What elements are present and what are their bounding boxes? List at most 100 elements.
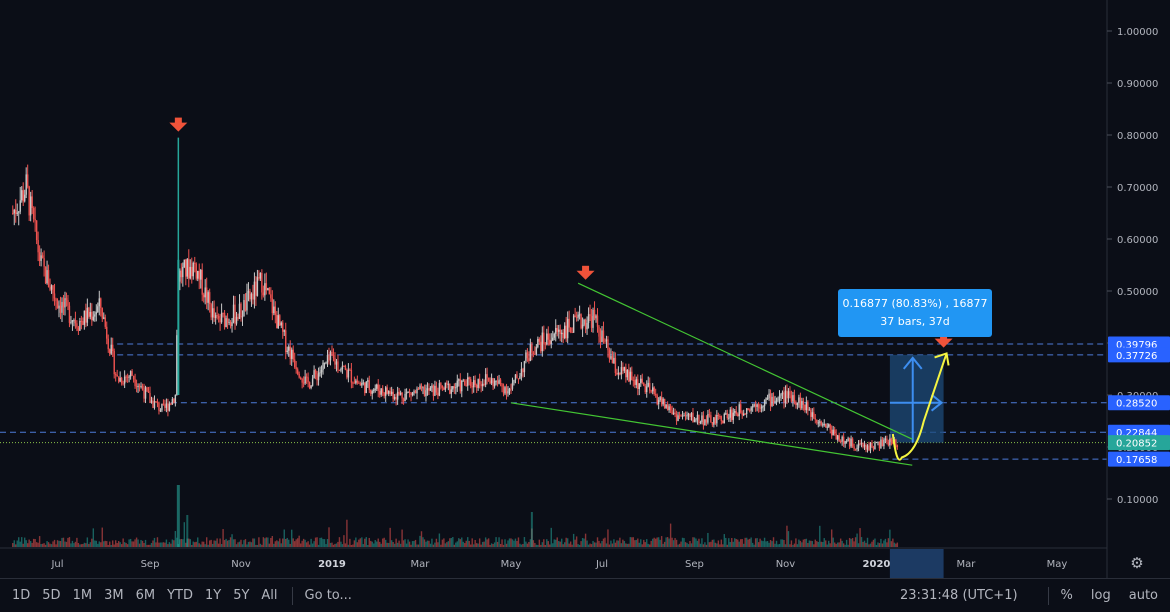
timeframe-1d[interactable]: 1D xyxy=(12,588,31,603)
volume-bar xyxy=(847,544,849,547)
timeframe-3m[interactable]: 3M xyxy=(104,588,124,603)
volume-bar xyxy=(56,540,59,547)
volume-bar xyxy=(214,540,217,547)
volume-bar xyxy=(711,539,714,547)
candle-body xyxy=(807,401,809,411)
candle-body xyxy=(816,419,818,423)
volume-bar xyxy=(768,542,770,547)
volume-bar xyxy=(502,544,505,547)
volume-bar xyxy=(79,544,81,547)
volume-bar xyxy=(267,537,269,547)
candle-body xyxy=(477,379,479,388)
percent-scale-toggle[interactable]: % xyxy=(1060,588,1073,603)
timeframe-1y[interactable]: 1Y xyxy=(204,588,222,603)
candle-body xyxy=(62,301,65,308)
timeframe-ytd[interactable]: YTD xyxy=(167,588,193,603)
volume-bar xyxy=(125,542,127,547)
candle-body xyxy=(742,413,745,416)
candle-body xyxy=(392,391,394,399)
candle-body xyxy=(334,358,336,365)
candle-body xyxy=(326,354,329,363)
candle-body xyxy=(89,311,92,317)
candle-body xyxy=(754,404,757,407)
candle-body xyxy=(229,322,232,327)
candle-body xyxy=(271,298,274,314)
volume-bar xyxy=(845,539,848,547)
candle-body xyxy=(878,441,881,449)
time-axis[interactable]: Jul Sep Nov 2019 Mar May Jul Sep Nov 2020 Mar May xyxy=(50,549,1067,578)
volume-bar xyxy=(305,542,308,547)
volume-bar xyxy=(723,534,726,547)
x-tick-label: Sep xyxy=(685,559,704,570)
candle-body xyxy=(483,383,485,385)
candle-body xyxy=(638,383,640,390)
volume-bar xyxy=(113,544,115,547)
volume-bar xyxy=(18,537,20,547)
candle-body xyxy=(147,391,150,393)
candle-body xyxy=(365,381,367,394)
candle-body xyxy=(744,413,746,415)
volume-bar xyxy=(808,540,811,547)
volume-bar xyxy=(771,541,773,547)
candle-body xyxy=(340,369,342,371)
price-chart[interactable]: 0.100000.200000.300000.400000.500000.600… xyxy=(0,0,1170,578)
volume-bar xyxy=(62,537,65,547)
timeframe-all[interactable]: All xyxy=(261,588,278,603)
candle-body xyxy=(86,307,89,323)
volume-bar xyxy=(314,537,317,547)
candle-body xyxy=(396,391,399,400)
timeframe-6m[interactable]: 6M xyxy=(135,588,156,603)
candle-body xyxy=(262,292,265,296)
candle-body xyxy=(538,339,541,342)
x-tick-label: Nov xyxy=(231,559,251,570)
volume-bar xyxy=(753,544,755,547)
candle-body xyxy=(896,445,899,448)
clock[interactable]: 23:31:48 (UTC+1) xyxy=(899,588,1018,603)
candle-body xyxy=(243,300,245,317)
volume-bar xyxy=(535,544,538,547)
volume-bar xyxy=(167,544,169,547)
volume-bar xyxy=(174,531,177,547)
candle-body xyxy=(265,283,268,291)
candle-body xyxy=(341,365,344,370)
candle-body xyxy=(40,255,42,261)
volume-bar xyxy=(810,540,812,547)
volume-bar xyxy=(623,540,626,547)
toolbar-divider xyxy=(1047,586,1049,605)
volume-bar xyxy=(592,540,594,547)
volume-bar xyxy=(495,537,497,547)
candle-body xyxy=(692,412,694,422)
volume-bar xyxy=(407,539,409,547)
volume-bar xyxy=(538,539,541,547)
candle-body xyxy=(231,322,233,327)
volume-bar xyxy=(650,540,652,547)
log-scale-toggle[interactable]: log xyxy=(1090,588,1111,603)
candle-body xyxy=(317,372,320,381)
auto-scale-toggle[interactable]: auto xyxy=(1128,588,1158,603)
candle-body xyxy=(288,346,290,351)
timeframe-5y[interactable]: 5Y xyxy=(233,588,250,603)
candle-body xyxy=(853,446,855,449)
gear-icon[interactable]: ⚙ xyxy=(1130,554,1144,572)
candle-body xyxy=(505,387,508,394)
price-tag-label: 0.17658 xyxy=(1116,455,1157,466)
goto-button[interactable]: Go to... xyxy=(304,588,352,603)
timeframe-1m[interactable]: 1M xyxy=(72,588,93,603)
candle-body xyxy=(883,439,885,447)
candle-body xyxy=(766,398,769,400)
candle-body xyxy=(841,436,843,442)
volume-bar xyxy=(23,537,26,547)
timeframe-5d[interactable]: 5D xyxy=(42,588,61,603)
candle-body xyxy=(15,209,17,214)
candle-body xyxy=(95,312,97,315)
candle-body xyxy=(186,259,188,277)
candle-body xyxy=(490,378,493,384)
volume-bar xyxy=(804,539,806,547)
volume-bar xyxy=(141,540,144,547)
candle-body xyxy=(12,213,14,214)
volume-bar xyxy=(707,532,709,547)
volume-bar xyxy=(892,538,894,547)
volume-bar xyxy=(356,542,359,547)
volume-bar xyxy=(446,542,448,547)
volume-bar xyxy=(549,544,551,547)
